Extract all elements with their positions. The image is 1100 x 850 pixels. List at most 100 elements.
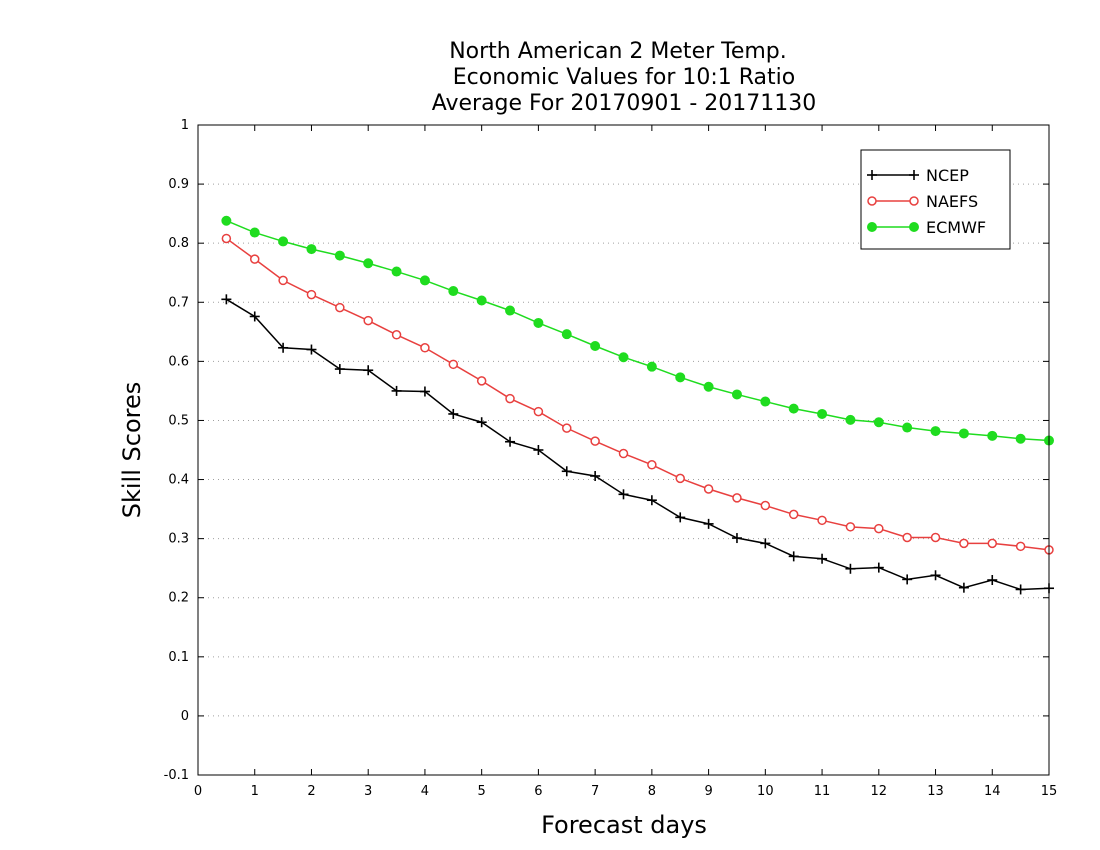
axis-ticks: -0.100.10.20.30.40.50.60.70.80.910 1 2 3 4 5 6… — [164, 118, 1058, 799]
data-point-ecmwf — [505, 305, 516, 316]
legend-marker-ecmwf — [867, 222, 877, 232]
data-point-naefs — [902, 532, 912, 543]
x-tick-label: 13 — [927, 784, 944, 799]
data-point-ecmwf — [873, 417, 884, 428]
data-point-ncep — [505, 436, 516, 447]
data-point-naefs — [845, 522, 856, 532]
data-point-ecmwf — [760, 396, 771, 407]
data-point-naefs — [959, 538, 969, 549]
data-point-naefs — [278, 275, 288, 286]
data-point-naefs — [533, 406, 544, 417]
data-point-ncep — [930, 570, 941, 581]
y-tick-label: 0.8 — [168, 236, 189, 251]
data-point-naefs — [703, 484, 714, 494]
x-axis-label: Forecast days — [541, 811, 707, 839]
data-point-ecmwf — [306, 244, 317, 255]
chart-title-line-3: Average For 20170901 - 20171130 — [432, 91, 817, 116]
data-point-ecmwf — [675, 372, 686, 383]
data-point-naefs — [420, 343, 430, 353]
data-point-ecmwf — [958, 428, 969, 439]
data-point-naefs — [562, 423, 572, 433]
legend-marker-naefs — [867, 196, 877, 206]
series-line-ncep — [225, 298, 1050, 591]
chart-title-line-2: Economic Values for 10:1 Ratio — [453, 65, 795, 90]
data-point-ncep — [902, 574, 913, 585]
y-tick-label: 0.2 — [168, 591, 189, 606]
data-point-ecmwf — [1015, 433, 1026, 444]
data-point-ecmwf — [391, 266, 402, 277]
data-point-ncep — [817, 553, 828, 564]
y-tick-label: 0.1 — [168, 650, 189, 665]
series-line-ecmwf — [226, 220, 1050, 442]
data-point-ecmwf — [590, 341, 601, 351]
series-ncep — [221, 294, 1054, 595]
x-tick-label: 11 — [814, 784, 831, 799]
y-tick-label: 0.4 — [168, 473, 189, 488]
y-tick-label: 0.5 — [168, 413, 189, 428]
data-point-naefs — [391, 330, 402, 340]
data-point-ncep — [448, 408, 459, 419]
legend-label-ecmwf: ECMWF — [926, 218, 986, 237]
data-point-ncep — [221, 294, 232, 305]
data-point-ncep — [561, 466, 572, 477]
chart-title: North American 2 Meter Temp. Economic Va… — [432, 39, 817, 116]
data-point-ecmwf — [930, 426, 941, 437]
data-point-ncep — [533, 445, 544, 455]
data-point-ncep — [760, 538, 771, 549]
x-tick-label: 6 — [534, 784, 542, 799]
plot-frame — [197, 124, 1050, 776]
data-point-ecmwf — [363, 258, 374, 269]
data-point-naefs — [760, 500, 771, 511]
x-tick-label: 12 — [871, 784, 888, 799]
data-point-ecmwf — [817, 408, 828, 419]
data-point-ncep — [987, 575, 998, 585]
data-point-naefs — [221, 233, 232, 244]
data-point-ncep — [646, 495, 657, 506]
data-point-ecmwf — [419, 275, 430, 286]
data-point-ecmwf — [561, 329, 572, 340]
data-point-ecmwf — [334, 250, 345, 261]
chart-title-line-1: North American 2 Meter Temp. — [449, 39, 787, 64]
series-naefs — [221, 233, 1054, 555]
data-point-ecmwf — [646, 361, 657, 372]
y-tick-label: -0.1 — [164, 768, 189, 783]
data-point-ncep — [873, 562, 884, 573]
y-tick-label: 0 — [181, 709, 189, 724]
y-tick-label: 0.3 — [168, 532, 189, 547]
data-point-ecmwf — [845, 414, 856, 425]
x-tick-label: 2 — [307, 784, 315, 799]
data-point-ncep — [476, 417, 487, 428]
legend-item-naefs: NAEFS — [867, 192, 978, 211]
data-point-ecmwf — [221, 215, 232, 226]
legend-marker-ncep — [909, 170, 919, 180]
data-point-ncep — [334, 364, 345, 375]
data-point-ncep — [675, 512, 686, 523]
y-axis-label: Skill Scores — [118, 382, 146, 519]
x-tick-label: 9 — [704, 784, 712, 799]
data-point-naefs — [817, 515, 827, 526]
data-point-ecmwf — [448, 286, 459, 297]
data-point-ecmwf — [618, 352, 629, 363]
data-point-ecmwf — [902, 422, 913, 433]
legend-label-ncep: NCEP — [926, 166, 969, 185]
data-point-ncep — [249, 311, 260, 322]
data-point-ncep — [278, 342, 289, 353]
data-point-naefs — [448, 359, 459, 370]
y-tick-label: 1 — [181, 118, 189, 133]
data-point-naefs — [590, 436, 600, 446]
x-tick-label: 8 — [648, 784, 656, 799]
data-point-ecmwf — [476, 295, 487, 306]
x-tick-label: 10 — [757, 784, 774, 799]
data-point-ncep — [618, 489, 629, 500]
data-point-ecmwf — [987, 430, 998, 441]
y-tick-label: 0.7 — [168, 295, 189, 310]
data-point-ncep — [391, 385, 402, 396]
y-tick-label: 0.9 — [168, 177, 189, 192]
data-point-ncep — [419, 386, 430, 397]
data-point-ncep — [958, 582, 969, 593]
legend-marker-ecmwf — [909, 222, 919, 232]
legend-item-ncep: NCEP — [867, 166, 969, 185]
data-point-ncep — [363, 365, 374, 376]
x-tick-label: 15 — [1041, 784, 1058, 799]
